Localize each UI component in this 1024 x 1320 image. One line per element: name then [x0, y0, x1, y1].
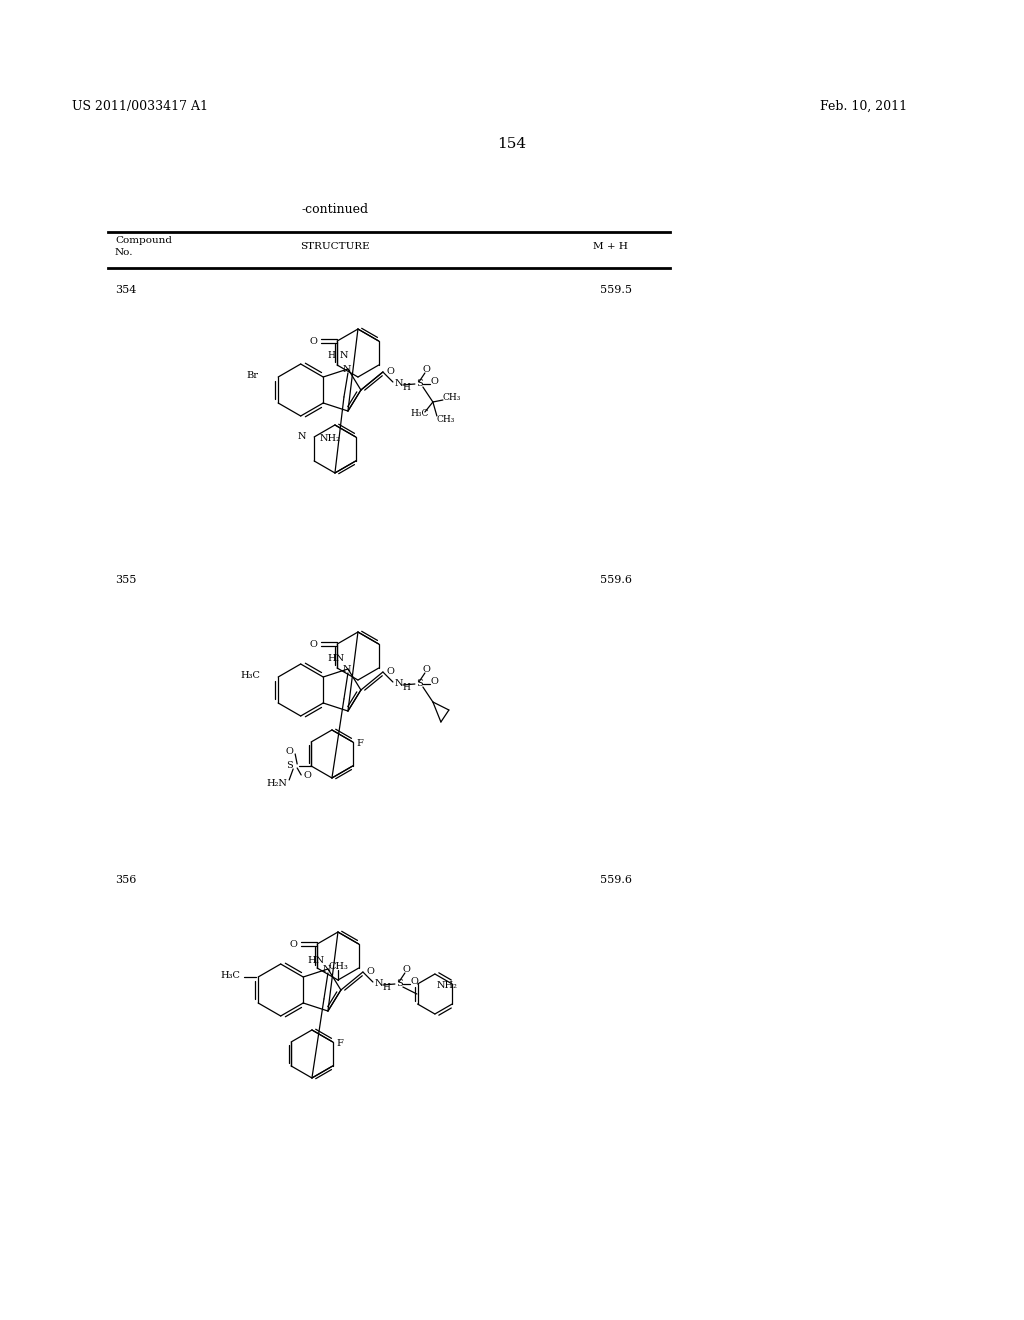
Text: STRUCTURE: STRUCTURE — [300, 242, 370, 251]
Text: H: H — [383, 982, 391, 991]
Text: O: O — [286, 747, 293, 756]
Text: F: F — [337, 1039, 344, 1048]
Text: H₃C: H₃C — [220, 970, 241, 979]
Text: N: N — [343, 366, 351, 375]
Text: O: O — [423, 665, 431, 675]
Text: HN: HN — [327, 653, 344, 663]
Text: 354: 354 — [115, 285, 136, 294]
Text: 355: 355 — [115, 576, 136, 585]
Text: N: N — [298, 433, 306, 441]
Text: S: S — [416, 680, 423, 689]
Text: N: N — [339, 351, 348, 359]
Text: O: O — [303, 771, 311, 780]
Text: H: H — [402, 383, 411, 392]
Text: O: O — [423, 366, 431, 375]
Text: CH₃: CH₃ — [328, 961, 348, 970]
Text: O: O — [431, 677, 438, 686]
Text: S: S — [416, 380, 423, 388]
Text: S: S — [396, 979, 402, 989]
Text: O: O — [290, 940, 297, 949]
Text: N: N — [343, 665, 351, 675]
Text: S: S — [287, 762, 293, 771]
Text: N: N — [323, 965, 331, 974]
Text: F: F — [356, 739, 364, 748]
Text: NH₂: NH₂ — [319, 434, 340, 444]
Text: 154: 154 — [498, 137, 526, 150]
Text: M + H: M + H — [593, 242, 628, 251]
Text: 559.6: 559.6 — [600, 576, 632, 585]
Text: 559.5: 559.5 — [600, 285, 632, 294]
Text: H₃C: H₃C — [241, 671, 260, 680]
Text: Compound: Compound — [115, 236, 172, 246]
Text: O: O — [387, 668, 395, 676]
Text: NH₂: NH₂ — [437, 982, 458, 990]
Text: H: H — [328, 351, 335, 359]
Text: Feb. 10, 2011: Feb. 10, 2011 — [820, 100, 907, 114]
Text: CH₃: CH₃ — [437, 416, 456, 425]
Text: N: N — [395, 680, 403, 689]
Text: O: O — [411, 978, 419, 986]
Text: No.: No. — [115, 248, 133, 257]
Text: O: O — [402, 965, 411, 974]
Text: O: O — [309, 639, 317, 648]
Text: N: N — [375, 979, 383, 989]
Text: CH₃: CH₃ — [443, 393, 461, 403]
Text: Br: Br — [246, 371, 258, 380]
Text: HN: HN — [307, 956, 325, 965]
Text: N: N — [395, 380, 403, 388]
Text: O: O — [431, 378, 438, 387]
Text: O: O — [309, 337, 317, 346]
Text: H: H — [402, 682, 411, 692]
Text: 559.6: 559.6 — [600, 875, 632, 884]
Text: O: O — [387, 367, 395, 376]
Text: -continued: -continued — [301, 203, 369, 216]
Text: H₂N: H₂N — [266, 780, 287, 788]
Text: US 2011/0033417 A1: US 2011/0033417 A1 — [72, 100, 208, 114]
Text: 356: 356 — [115, 875, 136, 884]
Text: O: O — [367, 968, 375, 977]
Text: H₃C: H₃C — [411, 409, 429, 418]
